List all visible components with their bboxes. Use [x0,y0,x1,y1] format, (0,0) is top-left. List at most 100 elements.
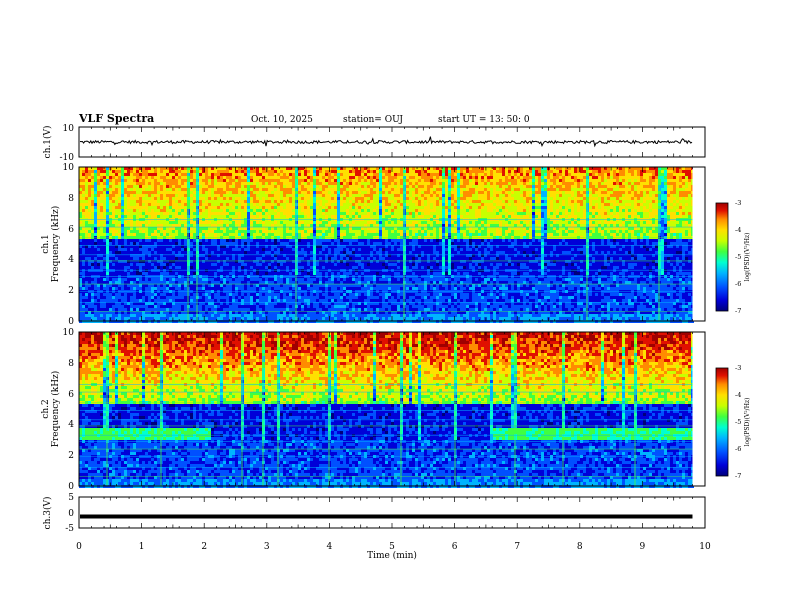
spectrogram-cell [100,221,103,224]
spectrogram-cell [232,266,235,269]
spectrogram-cell [358,299,361,302]
spectrogram-cell [121,188,124,191]
spectrogram-cell [367,242,370,245]
spectrogram-cell [193,167,196,170]
spectrogram-cell [202,212,205,215]
spectrogram-cell [136,173,139,176]
spectrogram-cell [115,296,118,299]
spectrogram-cell [223,293,226,296]
spectrogram-cell [229,311,232,314]
spectrogram-cell [355,284,358,287]
spectrogram-cell [232,215,235,218]
spectrogram-cell [169,272,172,275]
spectrogram-cell [178,251,181,254]
spectrogram-cell [214,302,217,305]
spectrogram-cell [226,179,229,182]
spectrogram-cell [118,185,121,188]
spectrogram-cell [367,278,370,281]
spectrogram-cell [127,188,130,191]
spectrogram-cell [226,293,229,296]
spectrogram-cell [118,242,121,245]
spectrogram-cell [367,245,370,248]
spectrogram-cell [292,215,295,218]
spectrogram-cell [187,191,190,194]
spectrogram-cell [208,200,211,203]
spectrogram-cell [304,314,307,317]
spectrogram-cell [163,185,166,188]
spectrogram-cell [331,287,334,290]
spectrogram-cell [286,251,289,254]
spectrogram-cell [232,230,235,233]
spectrogram-cell [145,242,148,245]
spectrogram-cell [361,308,364,311]
spectrogram-cell [160,215,163,218]
spectrogram-cell [283,224,286,227]
spectrogram-cell [133,167,136,170]
spectrogram-cell [229,203,232,206]
spectrogram-cell [166,293,169,296]
spectrogram-cell [343,215,346,218]
spectrogram-cell [274,185,277,188]
spectrogram-cell [175,245,178,248]
spectrogram-cell [367,305,370,308]
spectrogram-cell [325,203,328,206]
spectrogram-cell [247,281,250,284]
spectrogram-cell [319,236,322,239]
spectrogram-cell [313,281,316,284]
spectrogram-cell [160,269,163,272]
spectrogram-cell [265,251,268,254]
spectrogram-cell [268,176,271,179]
spectrogram-cell [337,227,340,230]
spectrogram-cell [124,233,127,236]
spectrogram-cell [334,284,337,287]
spectrogram-cell [148,227,151,230]
spectrogram-cell [241,263,244,266]
spectrogram-cell [238,230,241,233]
spectrogram-cell [265,281,268,284]
spectrogram-cell [355,248,358,251]
spectrogram-cell [109,179,112,182]
spectrogram-cell [235,197,238,200]
spectrogram-cell [199,200,202,203]
spectrogram-cell [286,266,289,269]
spectrogram-cell [103,194,106,197]
spectrogram-cell [166,188,169,191]
spectrogram-cell [286,209,289,212]
spectrogram-cell [235,296,238,299]
spectrogram-cell [271,215,274,218]
spectrogram-cell [139,242,142,245]
spectrogram-cell [328,188,331,191]
spectrogram-cell [343,233,346,236]
spectrogram-cell [340,224,343,227]
spectrogram-cell [304,308,307,311]
spectrogram-cell [100,311,103,314]
spectrogram-cell [358,233,361,236]
spectrogram-cell [319,281,322,284]
spectrogram-cell [184,200,187,203]
spectrogram-cell [91,227,94,230]
spectrogram-cell [190,176,193,179]
spectrogram-cell [358,167,361,170]
spectrogram-cell [229,215,232,218]
spectrogram-cell [130,224,133,227]
spectrogram-cell [112,167,115,170]
spectrogram-cell [259,212,262,215]
spectrogram-cell [265,302,268,305]
spectrogram-cell [214,224,217,227]
spectrogram-cell [250,182,253,185]
spectrogram-cell [343,182,346,185]
spectrogram-cell [292,203,295,206]
ch1-wave-ytick-bottom: -10 [60,153,75,163]
spectrogram-cell [88,302,91,305]
spectrogram-cell [196,314,199,317]
spectrogram-cell [85,179,88,182]
spectrogram-cell [118,224,121,227]
spectrogram-cell [322,167,325,170]
spectrogram-cell [298,260,301,263]
spectrogram-cell [286,305,289,308]
spectrogram-cell [124,260,127,263]
spectrogram-cell [226,263,229,266]
spectrogram-cell [283,170,286,173]
spectrogram-cell [283,248,286,251]
spectrogram-cell [106,251,109,254]
